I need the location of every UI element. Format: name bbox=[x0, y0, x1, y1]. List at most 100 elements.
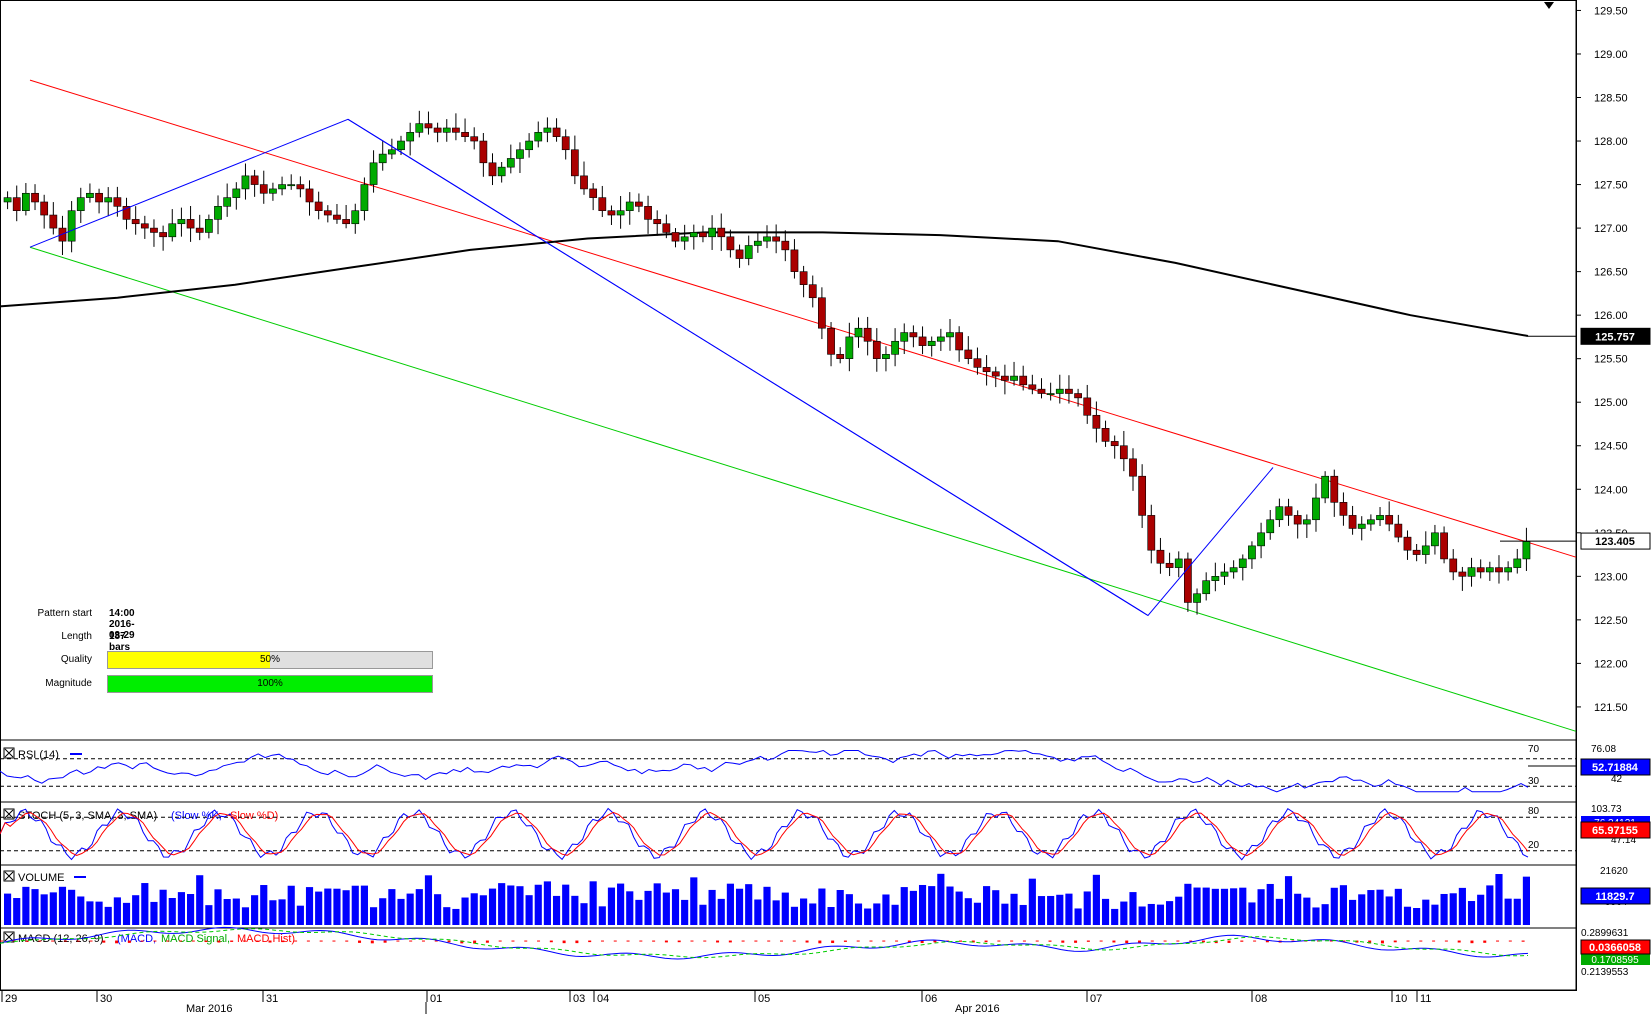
candle bbox=[607, 210, 616, 216]
candle bbox=[653, 219, 662, 225]
rsi-scale-mid: 42 bbox=[1611, 774, 1623, 785]
candle bbox=[1357, 523, 1366, 529]
x-tick-label: 07 bbox=[1090, 993, 1102, 1005]
volume-bar bbox=[360, 885, 368, 925]
volume-bar bbox=[873, 903, 881, 925]
volume-bar bbox=[77, 896, 85, 925]
macd-hist-bar bbox=[984, 940, 988, 943]
volume-bar bbox=[1111, 908, 1119, 925]
candle bbox=[689, 232, 698, 238]
candle bbox=[305, 188, 314, 203]
candle bbox=[1321, 475, 1330, 499]
macd-value: 0.0366058 bbox=[1589, 942, 1641, 954]
volume-bar bbox=[543, 881, 551, 925]
macd-hist-bar bbox=[1125, 940, 1129, 944]
volume-bar bbox=[1147, 903, 1155, 925]
candle bbox=[534, 132, 543, 142]
macd-hist-bar bbox=[51, 940, 55, 942]
candle bbox=[863, 327, 872, 342]
macd-hist-bar bbox=[511, 940, 515, 942]
volume-bar bbox=[95, 901, 103, 925]
volume-bar bbox=[68, 889, 76, 925]
y-tick-label: 122.00 bbox=[1594, 658, 1628, 670]
volume-bar bbox=[955, 891, 963, 925]
candle bbox=[49, 214, 58, 229]
candle bbox=[40, 201, 49, 216]
x-tick-label: 11 bbox=[1420, 993, 1431, 1005]
macd-hist-bar bbox=[1240, 940, 1244, 942]
macd-hist-bar bbox=[626, 940, 630, 942]
candle bbox=[543, 127, 552, 133]
candle bbox=[827, 327, 835, 355]
candle bbox=[1001, 375, 1009, 381]
volume-bar bbox=[1028, 878, 1036, 925]
volume-bar bbox=[1010, 893, 1018, 925]
volume-bar bbox=[891, 904, 899, 925]
volume-bar bbox=[1056, 894, 1064, 925]
candle bbox=[708, 227, 716, 238]
volume-bar bbox=[86, 901, 94, 925]
candle bbox=[1211, 576, 1220, 581]
macd-hist-bar bbox=[1035, 940, 1039, 942]
volume-bar bbox=[351, 885, 359, 925]
stoch-k-line bbox=[0, 807, 1529, 861]
volume-pane-icon-cross bbox=[4, 871, 14, 881]
volume-bar bbox=[113, 897, 121, 925]
stoch-label-k: (Slow %K, bbox=[171, 810, 222, 822]
x-tick-label: 29 bbox=[5, 993, 17, 1005]
volume-bar bbox=[141, 883, 149, 925]
candle bbox=[1421, 545, 1430, 555]
candle bbox=[140, 223, 149, 229]
candle bbox=[598, 197, 607, 211]
rsi-scale-top: 76.08 bbox=[1591, 744, 1616, 755]
pattern-start-label: Pattern start bbox=[37, 608, 92, 619]
volume-bar bbox=[232, 898, 240, 925]
candle bbox=[909, 332, 918, 338]
candle bbox=[241, 175, 250, 190]
volume-bar bbox=[223, 899, 231, 925]
ma-price-label: 125.757 bbox=[1595, 331, 1635, 343]
candle bbox=[1467, 567, 1476, 577]
volume-bar bbox=[909, 890, 917, 925]
volume-bar bbox=[150, 901, 158, 925]
volume-bar bbox=[1394, 888, 1402, 925]
candle bbox=[378, 153, 387, 164]
candle bbox=[122, 206, 131, 220]
volume-bar bbox=[1522, 876, 1530, 925]
candle bbox=[250, 175, 259, 185]
candle bbox=[1229, 567, 1238, 573]
macd-hist-bar bbox=[204, 940, 208, 943]
volume-bar bbox=[699, 904, 707, 925]
volume-bar bbox=[31, 889, 39, 925]
volume-bar bbox=[992, 890, 1000, 925]
candle bbox=[406, 132, 415, 142]
macd-hist-bar bbox=[127, 940, 131, 943]
volume-bar bbox=[58, 886, 67, 925]
candle bbox=[570, 149, 579, 177]
candle bbox=[726, 236, 735, 251]
macd-hist-bar bbox=[575, 940, 579, 944]
y-tick-label: 125.50 bbox=[1594, 354, 1628, 366]
volume-bar bbox=[1376, 889, 1384, 925]
volume-bar bbox=[177, 892, 185, 925]
candle bbox=[31, 192, 39, 203]
candle bbox=[168, 223, 177, 238]
rsi-level-30: 30 bbox=[1528, 776, 1540, 787]
volume-bar bbox=[241, 907, 250, 925]
candle bbox=[287, 184, 296, 187]
candle bbox=[973, 358, 982, 368]
macd-signal-value: 0.1708595 bbox=[1591, 955, 1639, 966]
volume-bar bbox=[1047, 895, 1055, 925]
volume-bar bbox=[626, 891, 634, 925]
scroll-marker-icon bbox=[1544, 2, 1554, 9]
candle bbox=[616, 210, 625, 216]
stoch-scale-top: 103.73 bbox=[1591, 804, 1622, 815]
macd-hist-bar bbox=[268, 940, 272, 943]
candle bbox=[744, 245, 753, 259]
volume-bar bbox=[315, 891, 323, 925]
rsi-value-box bbox=[1580, 758, 1651, 776]
quality-bar-fill bbox=[108, 652, 270, 668]
macd-hist-bar bbox=[805, 940, 809, 943]
candle bbox=[131, 219, 140, 225]
volume-bar bbox=[479, 895, 487, 925]
